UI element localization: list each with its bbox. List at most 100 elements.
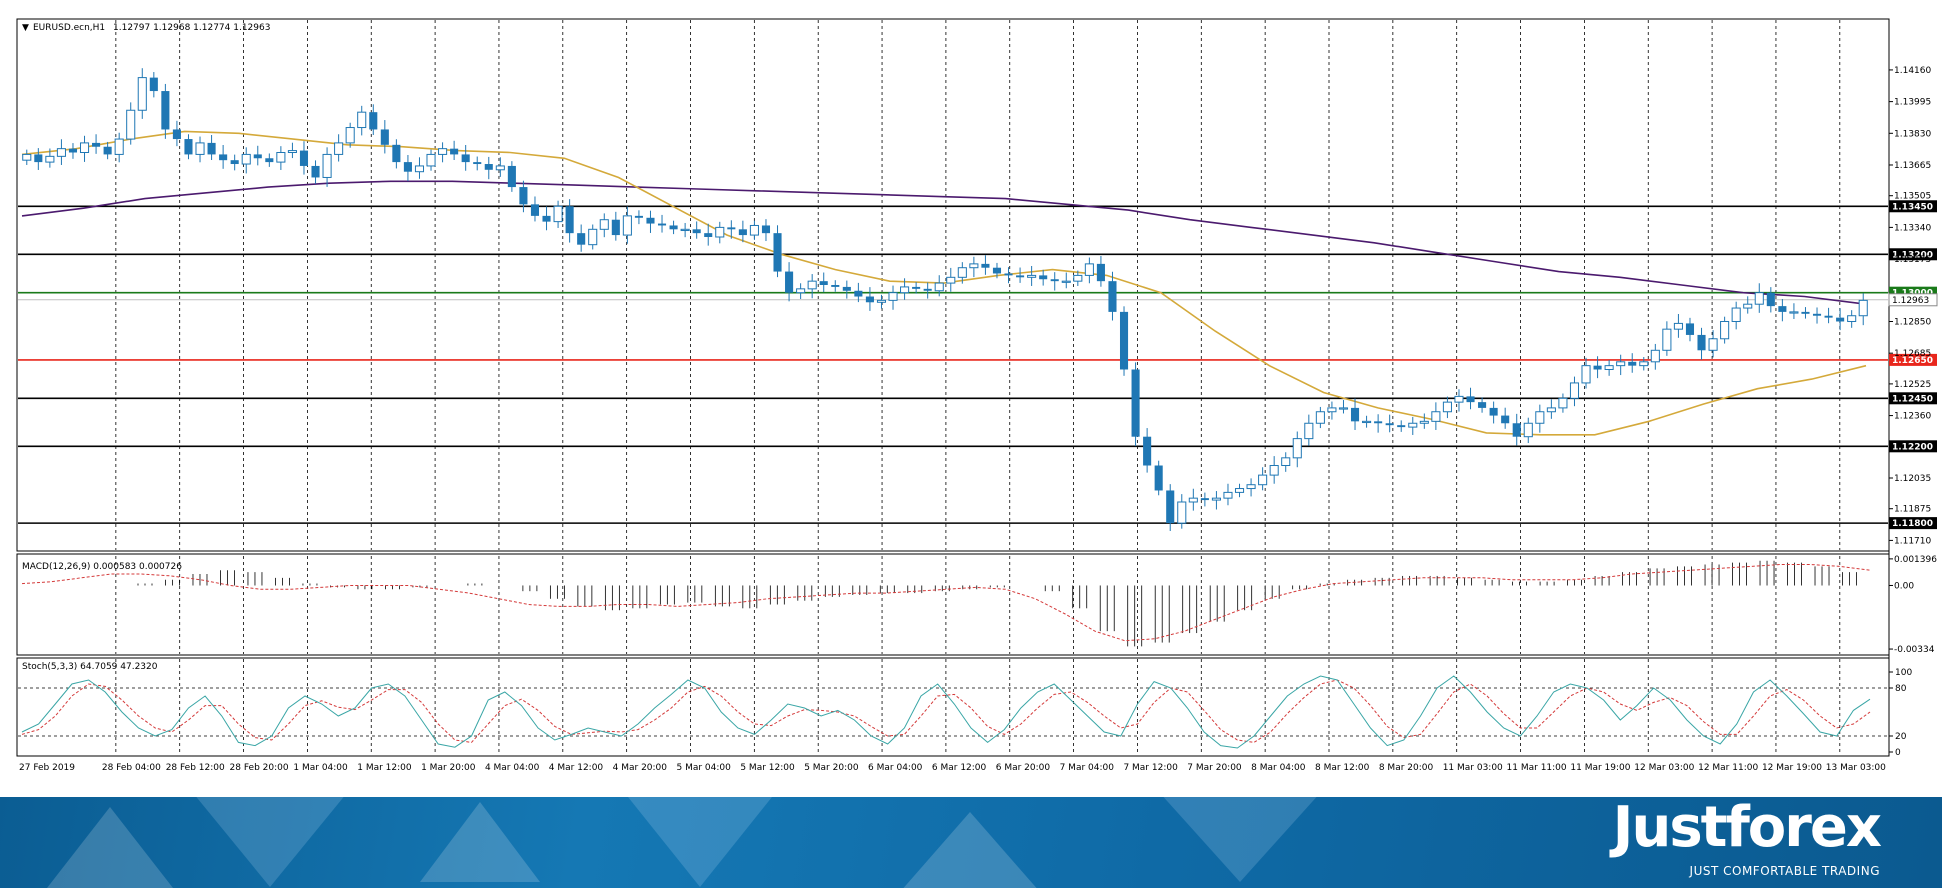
candle-body[interactable] [287,150,297,154]
candle-body[interactable] [1604,365,1614,370]
candle-body[interactable] [1050,279,1059,282]
candle-body[interactable] [299,150,309,166]
candle-body[interactable] [1466,396,1475,403]
candle-body[interactable] [34,154,43,163]
candle-body[interactable] [599,219,609,230]
candle-body[interactable] [1039,275,1048,280]
candle-body[interactable] [796,288,806,294]
candle-body[interactable] [761,225,771,234]
candle-body[interactable] [1397,425,1406,428]
candle-body[interactable] [1535,411,1545,424]
candle-body[interactable] [865,296,874,303]
candle-body[interactable] [484,164,493,170]
candle-body[interactable] [622,215,632,236]
candle-body[interactable] [1234,488,1245,493]
candle-body[interactable] [1108,281,1117,312]
candle-body[interactable] [981,263,990,268]
candle-body[interactable] [1269,465,1279,476]
candle-body[interactable] [103,146,112,155]
candle-body[interactable] [1454,395,1464,403]
candle-body[interactable] [1374,421,1383,424]
candle-body[interactable] [992,267,1002,274]
candle-body[interactable] [1362,420,1372,424]
candle-body[interactable] [1558,397,1568,409]
candle-body[interactable] [1304,422,1314,440]
candle-body[interactable] [1478,402,1487,408]
candle-body[interactable] [161,91,170,130]
candle-body[interactable] [946,276,956,284]
candle-body[interactable] [184,139,193,155]
candle-body[interactable] [1431,411,1441,422]
candle-body[interactable] [68,148,78,153]
candle-body[interactable] [1073,274,1083,282]
candle-body[interactable] [1731,307,1741,322]
candle-body[interactable] [79,142,90,153]
candle-body[interactable] [969,263,979,269]
candle-body[interactable] [1836,317,1845,322]
candle-body[interactable] [1801,311,1810,314]
candle-body[interactable] [507,165,516,188]
candle-body[interactable] [1177,501,1187,524]
stoch-panel[interactable] [16,657,1890,757]
candle-body[interactable] [357,111,367,129]
candle-body[interactable] [1662,328,1672,351]
candle-body[interactable] [345,127,355,144]
candle-body[interactable] [230,160,239,165]
candle-body[interactable] [1315,411,1325,424]
candle-body[interactable] [276,152,286,163]
candle-body[interactable] [1628,361,1637,366]
candle-body[interactable] [438,148,448,155]
candle-body[interactable] [923,288,932,291]
candle-body[interactable] [1697,334,1706,351]
candle-body[interactable] [1789,311,1799,314]
candle-body[interactable] [1084,263,1094,276]
candle-body[interactable] [715,226,725,238]
candle-body[interactable] [461,154,470,163]
candle-body[interactable] [692,229,701,234]
candle-body[interactable] [473,162,482,165]
candle-body[interactable] [495,165,505,171]
candle-body[interactable] [1673,322,1683,330]
candle-body[interactable] [1154,465,1163,491]
candle-body[interactable] [588,228,598,246]
candle-body[interactable] [773,233,782,272]
macd-panel[interactable] [16,553,1890,656]
candle-body[interactable] [876,299,887,303]
candle-body[interactable] [669,225,678,230]
candle-body[interactable] [738,229,747,236]
candle-body[interactable] [727,227,736,230]
candle-body[interactable] [241,153,251,165]
candle-body[interactable] [265,158,274,163]
candle-body[interactable] [900,286,910,294]
trading-chart[interactable]: 1.134501.132001.130001.126501.124501.122… [0,0,1942,797]
candle-body[interactable] [380,129,389,145]
candle-body[interactable] [1408,422,1418,428]
candle-body[interactable] [785,271,794,293]
candle-body[interactable] [807,280,817,290]
candle-body[interactable] [1096,263,1105,282]
candle-body[interactable] [1166,490,1175,524]
price-panel[interactable] [16,18,1890,552]
candle-body[interactable] [1501,415,1510,424]
candle-body[interactable] [1593,365,1602,370]
candle-body[interactable] [1119,311,1129,370]
candle-body[interactable] [1512,423,1521,437]
candle-body[interactable] [854,290,863,297]
candle-body[interactable] [1546,407,1556,413]
candle-body[interactable] [311,165,320,178]
candle-body[interactable] [1639,361,1649,367]
candle-body[interactable] [450,148,459,155]
candle-body[interactable] [149,77,158,92]
candle-body[interactable] [1523,422,1533,438]
candle-body[interactable] [1847,315,1857,322]
candle-body[interactable] [831,285,840,287]
candle-body[interactable] [1223,491,1233,499]
candle-body[interactable] [842,286,851,291]
candle-body[interactable] [1489,407,1498,416]
header-arrow-icon[interactable]: ▼ [22,23,29,33]
candle-body[interactable] [1743,303,1753,309]
candle-body[interactable] [334,142,344,155]
candle-body[interactable] [519,187,528,205]
candle-body[interactable] [1385,423,1394,426]
candle-body[interactable] [1281,457,1291,467]
